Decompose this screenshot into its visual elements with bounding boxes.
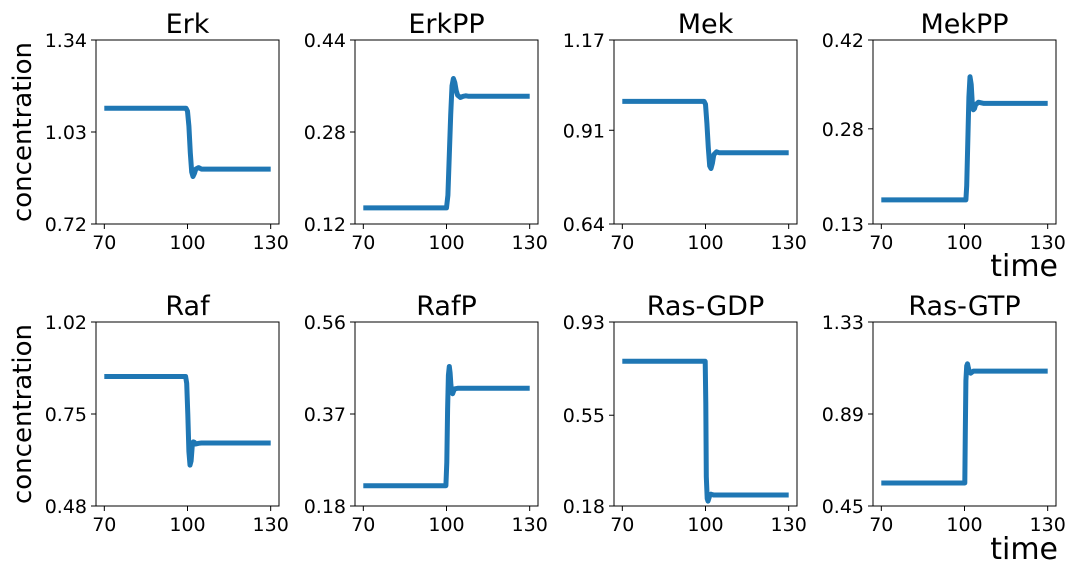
x-tick-label: 100 [946, 514, 982, 536]
panel-title-mek: Mek [678, 9, 734, 40]
x-tick-label: 100 [169, 514, 205, 536]
y-tick-label: 0.42 [822, 30, 864, 52]
x-tick-label: 130 [771, 514, 807, 536]
series-line-raf [104, 374, 271, 468]
x-tick-label: 130 [1030, 514, 1066, 536]
y-tick-label: 1.02 [45, 312, 87, 334]
y-axis-label-bottom-row: concentration [8, 324, 38, 504]
panel-title-ras-gtp: Ras-GTP [908, 291, 1020, 322]
x-tick-label: 130 [253, 232, 289, 254]
y-tick-label: 1.17 [563, 30, 605, 52]
x-tick-label: 100 [687, 232, 723, 254]
x-tick-label: 100 [428, 232, 464, 254]
x-tick-label: 70 [869, 514, 893, 536]
x-tick-label: 70 [351, 232, 375, 254]
x-tick-label: 100 [428, 514, 464, 536]
panel-title-ras-gdp: Ras-GDP [647, 291, 765, 322]
panel-raf: Raf 0.48 0.75 1.02 70 100 130 [45, 291, 289, 536]
panel-mek: Mek 0.64 0.91 1.17 70 100 130 [563, 9, 807, 254]
series-line-erk [104, 105, 271, 179]
y-axis-label-top-row: concentration [8, 42, 38, 222]
panel-ras-gtp: Ras-GTP 0.45 0.89 1.33 70 100 130 [822, 291, 1066, 536]
x-tick-label: 130 [512, 514, 548, 536]
x-tick-label: 70 [351, 514, 375, 536]
panel-title-rafp: RafP [416, 291, 477, 322]
y-tick-label: 0.72 [45, 214, 87, 236]
y-tick-label: 1.03 [45, 122, 87, 144]
x-tick-label: 70 [92, 514, 116, 536]
panel-title-mekpp: MekPP [920, 9, 1008, 40]
panel-erk: Erk 0.72 1.03 1.34 70 100 130 [45, 9, 289, 254]
x-tick-label: 130 [512, 232, 548, 254]
y-tick-label: 0.18 [563, 496, 605, 518]
panel-rafp: RafP 0.18 0.37 0.56 70 100 130 [304, 291, 548, 536]
x-tick-label: 100 [946, 232, 982, 254]
series-line-erkpp [363, 76, 530, 211]
y-tick-label: 0.44 [304, 30, 346, 52]
y-tick-label: 0.64 [563, 214, 605, 236]
y-tick-label: 0.37 [304, 404, 346, 426]
x-tick-label: 100 [687, 514, 723, 536]
x-tick-label: 70 [610, 514, 634, 536]
y-tick-label: 0.28 [304, 122, 346, 144]
x-tick-label: 130 [253, 514, 289, 536]
panel-title-raf: Raf [165, 291, 211, 322]
x-axis-label-bottom-row: time [990, 532, 1058, 567]
x-axis-label-top-row: time [990, 249, 1058, 284]
panel-mekpp: MekPP 0.13 0.28 0.42 70 100 130 [822, 9, 1066, 254]
x-tick-label: 100 [169, 232, 205, 254]
panels: Erk 0.72 1.03 1.34 70 100 130 ErkPP 0.12 0.28 0.44… [45, 9, 1066, 536]
x-tick-label: 70 [610, 232, 634, 254]
y-tick-label: 0.91 [563, 120, 605, 142]
y-tick-label: 0.55 [563, 405, 605, 427]
series-line-ras-gdp [622, 358, 789, 504]
x-tick-label: 70 [92, 232, 116, 254]
y-tick-label: 1.34 [45, 30, 87, 52]
x-tick-label: 130 [771, 232, 807, 254]
y-tick-label: 0.28 [822, 119, 864, 141]
series-line-mekpp [881, 74, 1048, 203]
y-tick-label: 0.75 [45, 404, 87, 426]
y-tick-label: 0.48 [45, 496, 87, 518]
series-line-mek [622, 98, 789, 171]
y-tick-label: 0.12 [304, 214, 346, 236]
y-tick-label: 0.18 [304, 496, 346, 518]
y-tick-label: 0.93 [563, 312, 605, 334]
series-line-rafp [363, 364, 530, 489]
series-line-ras-gtp [881, 361, 1048, 486]
y-tick-label: 0.56 [304, 312, 346, 334]
y-tick-label: 1.33 [822, 312, 864, 334]
x-tick-label: 130 [1030, 232, 1066, 254]
y-tick-label: 0.89 [822, 404, 864, 426]
panel-erkpp: ErkPP 0.12 0.28 0.44 70 100 130 [304, 9, 548, 254]
panel-title-erk: Erk [166, 9, 210, 40]
x-tick-label: 70 [869, 232, 893, 254]
y-tick-label: 0.45 [822, 496, 864, 518]
panel-title-erkpp: ErkPP [408, 9, 484, 40]
y-tick-label: 0.13 [822, 214, 864, 236]
panel-ras-gdp: Ras-GDP 0.18 0.55 0.93 70 100 130 [563, 291, 807, 536]
